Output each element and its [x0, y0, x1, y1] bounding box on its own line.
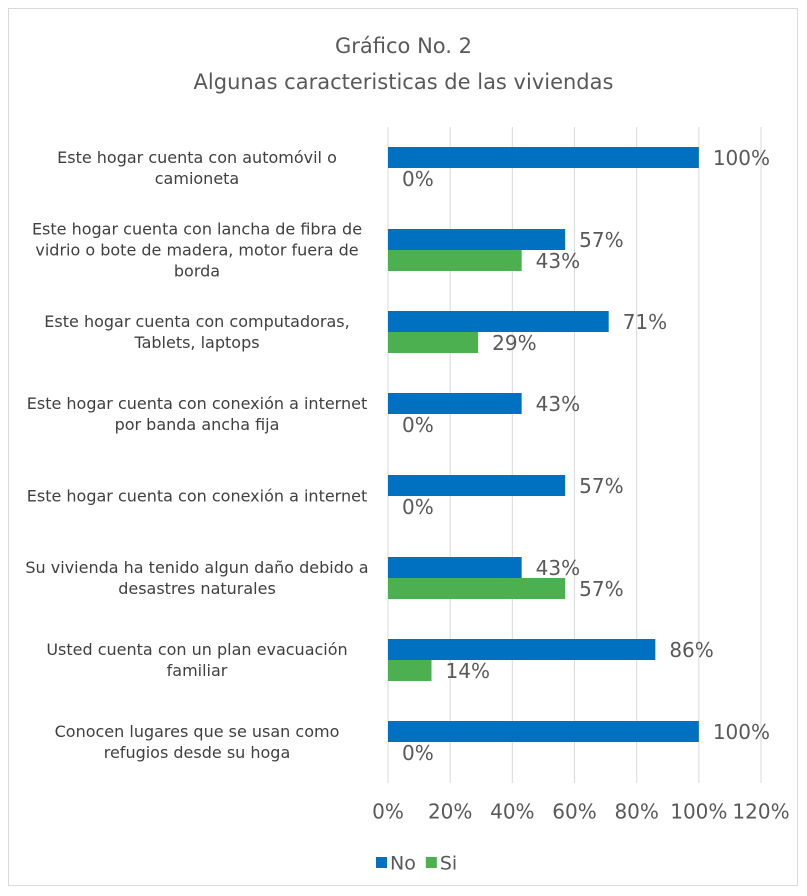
value-label: 57% [579, 577, 623, 601]
chart-title: Gráfico No. 2 [335, 34, 472, 58]
value-label: 43% [536, 392, 580, 416]
x-tick-label: 60% [552, 800, 596, 824]
y-tick-label: Este hogar cuenta con conexión a interne… [26, 486, 368, 506]
y-tick-label: Usted cuenta con un plan evacuación fami… [46, 640, 348, 680]
bar [388, 475, 566, 496]
legend-swatch [425, 857, 437, 868]
value-label: 86% [669, 638, 713, 662]
chart-frame [8, 8, 798, 886]
x-tick-label: 40% [490, 800, 534, 824]
bar [388, 557, 522, 578]
bar [388, 660, 432, 681]
value-label: 29% [492, 331, 536, 355]
value-label: 100% [713, 146, 770, 170]
bar [388, 393, 522, 414]
value-label: 43% [536, 249, 580, 273]
bar [388, 147, 699, 168]
value-label: 100% [713, 720, 770, 744]
y-tick-label: Este hogar cuenta con automóvil o camion… [57, 148, 337, 188]
bar [388, 578, 566, 599]
chart-subtitle: Algunas caracteristicas de las viviendas [193, 70, 614, 94]
value-label: 0% [402, 741, 434, 765]
value-label: 14% [446, 659, 490, 683]
value-label: 57% [579, 474, 623, 498]
x-tick-label: 20% [428, 800, 472, 824]
bar [388, 250, 522, 271]
legend-label: Si [440, 853, 457, 875]
value-label: 0% [402, 495, 434, 519]
bar [388, 721, 699, 742]
y-tick-label: Su vivienda ha tenido algun daño debido … [25, 558, 369, 598]
x-tick-label: 100% [670, 800, 727, 824]
bar [388, 332, 479, 353]
bar [388, 311, 609, 332]
bar [388, 229, 566, 250]
bar [388, 639, 656, 660]
value-label: 0% [402, 167, 434, 191]
x-tick-label: 0% [372, 800, 404, 824]
x-tick-label: 120% [732, 800, 789, 824]
y-tick-label: Este hogar cuenta con conexión a interne… [26, 394, 368, 434]
y-tick-label: Este hogar cuenta con lancha de fibra de… [31, 219, 363, 281]
value-label: 43% [536, 556, 580, 580]
y-tick-label: Conocen lugares que se usan como refugio… [54, 722, 340, 762]
value-label: 57% [579, 228, 623, 252]
x-tick-label: 80% [614, 800, 658, 824]
legend-swatch [376, 857, 387, 868]
value-label: 71% [623, 310, 667, 334]
value-label: 0% [402, 413, 434, 437]
legend-label: No [390, 853, 416, 875]
y-tick-label: Este hogar cuenta con computadoras, Tabl… [44, 312, 350, 352]
